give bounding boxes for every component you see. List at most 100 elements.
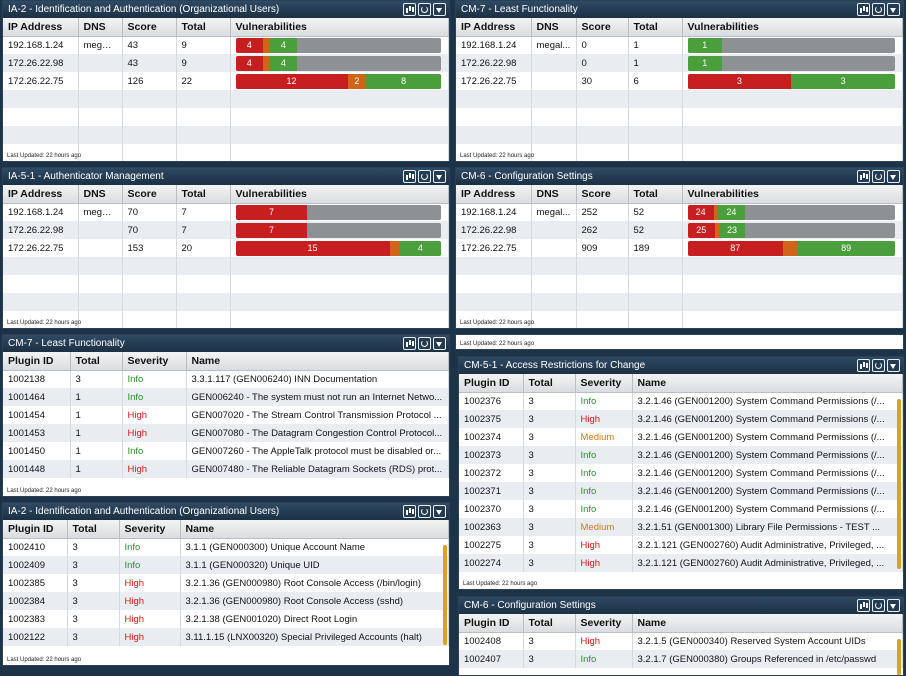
bar-segment-low[interactable]: 4 [399, 240, 441, 256]
scrollbar[interactable] [897, 639, 901, 675]
table-row[interactable]: 1001448 1 High GEN007480 - The Reliable Dat… [3, 460, 449, 478]
col-total[interactable]: Total [176, 185, 231, 204]
table-row[interactable]: 192.168.1.24 megal... 252 52 24 24 [456, 203, 903, 221]
reload-icon[interactable] [418, 3, 431, 16]
bar-segment-low[interactable]: 23 [719, 222, 745, 238]
table-row[interactable]: 172.26.22.75 909 189 87 89 [456, 239, 903, 257]
col-total[interactable]: Total [523, 374, 576, 393]
bar-segment-low[interactable]: 89 [797, 240, 895, 256]
bar-segment-low[interactable]: 24 [718, 204, 745, 220]
vulnerability-bar[interactable]: 7 [235, 204, 441, 220]
menu-dropdown-icon[interactable] [433, 505, 446, 518]
bar-segment-high[interactable] [783, 240, 798, 256]
table-row[interactable]: 172.26.22.98 0 1 1 [456, 54, 903, 72]
table-row[interactable]: 172.26.22.75 30 6 3 3 [456, 72, 903, 90]
bar-segment-low[interactable]: 1 [687, 37, 723, 53]
col-plugin-id[interactable]: Plugin ID [459, 614, 524, 633]
table-row[interactable]: 1002372 3 Info 3.2.1.46 (GEN001200) System … [459, 464, 903, 482]
chart-icon[interactable] [403, 505, 416, 518]
table-row[interactable]: 1002385 3 High 3.2.1.36 (GEN000980) Root Co… [3, 574, 449, 592]
col-vulnerabilities[interactable]: Vulnerabilities [230, 18, 449, 37]
bar-segment-crit[interactable]: 25 [687, 222, 715, 238]
vulnerability-bar[interactable]: 15 4 [235, 240, 441, 256]
bar-segment-crit[interactable]: 7 [235, 222, 308, 238]
col-ip-address[interactable]: IP Address [456, 185, 532, 204]
col-vulnerabilities[interactable]: Vulnerabilities [230, 185, 449, 204]
reload-icon[interactable] [418, 170, 431, 183]
bar-segment-high[interactable]: 2 [347, 73, 367, 89]
table-row[interactable]: 1002376 3 Info 3.2.1.46 (GEN001200) System … [459, 392, 903, 410]
col-plugin-id[interactable]: Plugin ID [459, 374, 524, 393]
bar-segment-low[interactable]: 1 [687, 55, 723, 71]
col-dns[interactable]: DNS [531, 18, 577, 37]
chart-icon[interactable] [857, 359, 870, 372]
table-row[interactable]: 1002384 3 High 3.2.1.36 (GEN000980) Root Co… [3, 592, 449, 610]
bar-segment-high[interactable] [389, 240, 400, 256]
col-score[interactable]: Score [122, 185, 177, 204]
col-dns[interactable]: DNS [78, 18, 123, 37]
table-row[interactable]: 1002122 3 High 3.11.1.15 (LNX00320) Special… [3, 628, 449, 646]
col-plugin-id[interactable]: Plugin ID [3, 520, 68, 539]
bar-segment-low[interactable]: 8 [366, 73, 441, 89]
bar-segment-crit[interactable]: 3 [687, 73, 792, 89]
vulnerability-bar[interactable]: 12 2 8 [235, 73, 441, 89]
table-row[interactable]: 1002374 3 Medium 3.2.1.46 (GEN001200) Syste… [459, 428, 903, 446]
table-row[interactable]: 1002371 3 Info 3.2.1.46 (GEN001200) System … [459, 482, 903, 500]
bar-segment-crit[interactable]: 24 [687, 204, 714, 220]
table-row[interactable]: 192.168.1.24 megal... 70 7 7 [3, 203, 449, 221]
col-total[interactable]: Total [628, 18, 683, 37]
menu-dropdown-icon[interactable] [433, 3, 446, 16]
table-row[interactable]: 1001464 1 Info GEN006240 - The system must … [3, 388, 449, 406]
col-total[interactable]: Total [70, 352, 123, 371]
menu-dropdown-icon[interactable] [433, 337, 446, 350]
col-severity[interactable]: Severity [575, 614, 633, 633]
table-row[interactable]: 1002407 3 Info 3.2.1.7 (GEN000380) Groups R… [459, 650, 903, 668]
col-severity[interactable]: Severity [122, 352, 187, 371]
reload-icon[interactable] [872, 170, 885, 183]
col-ip-address[interactable]: IP Address [3, 185, 79, 204]
table-row[interactable]: 192.168.1.24 megal... 0 1 1 [456, 36, 903, 54]
reload-icon[interactable] [418, 505, 431, 518]
reload-icon[interactable] [418, 337, 431, 350]
bar-segment-high[interactable] [262, 37, 270, 53]
col-score[interactable]: Score [576, 185, 629, 204]
chart-icon[interactable] [403, 3, 416, 16]
scrollbar[interactable] [897, 399, 901, 569]
table-row[interactable]: 172.26.22.98 70 7 7 [3, 221, 449, 239]
reload-icon[interactable] [872, 3, 885, 16]
table-row[interactable]: 192.168.1.24 megal... 43 9 4 4 [3, 36, 449, 54]
col-plugin-id[interactable]: Plugin ID [3, 352, 71, 371]
vulnerability-bar[interactable]: 24 24 [687, 204, 895, 220]
col-dns[interactable]: DNS [78, 185, 123, 204]
bar-segment-low[interactable]: 4 [269, 55, 298, 71]
table-row[interactable]: 1002370 3 Info 3.2.1.46 (GEN001200) System … [459, 500, 903, 518]
bar-segment-crit[interactable]: 4 [235, 55, 263, 71]
chart-icon[interactable] [857, 170, 870, 183]
col-score[interactable]: Score [122, 18, 177, 37]
col-vulnerabilities[interactable]: Vulnerabilities [682, 18, 903, 37]
col-name[interactable]: Name [186, 352, 449, 371]
table-row[interactable]: 1002275 3 High 3.2.1.121 (GEN002760) Audit … [459, 536, 903, 554]
bar-segment-high[interactable] [262, 55, 270, 71]
table-row[interactable]: 1002383 3 High 3.2.1.38 (GEN001020) Direct … [3, 610, 449, 628]
menu-dropdown-icon[interactable] [887, 3, 900, 16]
vulnerability-bar[interactable]: 87 89 [687, 240, 895, 256]
table-row[interactable]: 1002138 3 Info 3.3.1.117 (GEN006240) INN Do… [3, 370, 449, 388]
col-severity[interactable]: Severity [575, 374, 633, 393]
bar-segment-low[interactable]: 4 [269, 37, 298, 53]
table-row[interactable]: 172.26.22.75 153 20 15 4 [3, 239, 449, 257]
table-row[interactable]: 1001450 1 Info GEN007260 - The AppleTalk pr… [3, 442, 449, 460]
chart-icon[interactable] [403, 170, 416, 183]
col-total[interactable]: Total [628, 185, 683, 204]
col-total[interactable]: Total [176, 18, 231, 37]
col-dns[interactable]: DNS [531, 185, 577, 204]
table-row[interactable]: 1002274 3 High 3.2.1.121 (GEN002760) Audit … [459, 554, 903, 572]
bar-segment-high[interactable] [713, 204, 719, 220]
menu-dropdown-icon[interactable] [433, 170, 446, 183]
vulnerability-bar[interactable]: 1 [687, 55, 895, 71]
reload-icon[interactable] [872, 359, 885, 372]
vulnerability-bar[interactable]: 7 [235, 222, 441, 238]
